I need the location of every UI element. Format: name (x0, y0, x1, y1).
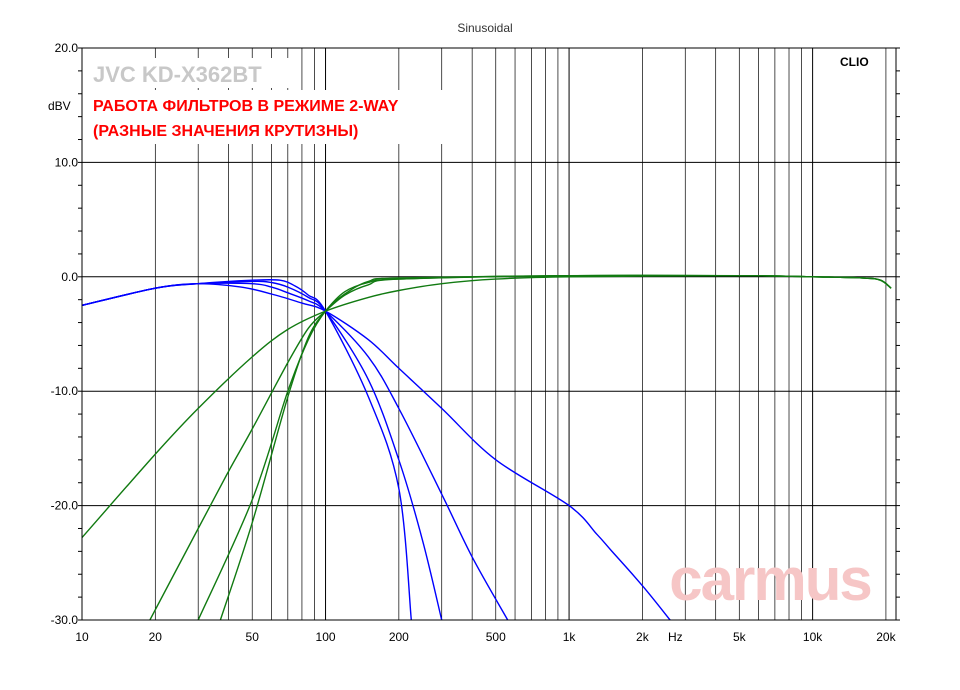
y-tick-label: -20.0 (51, 499, 79, 513)
watermark-text: carmus (669, 546, 870, 613)
overlay-subtitle-backdrop (85, 90, 470, 144)
x-tick-label: 100 (316, 630, 336, 644)
x-tick-label: 10 (75, 630, 89, 644)
x-tick-label: 20 (149, 630, 163, 644)
y-tick-label: 0.0 (61, 270, 78, 284)
brand-label: CLIO (840, 55, 869, 69)
axis-labels: 20.0 10.0 0.0 -10.0 -20.0 -30.0 10 20 50 100 200 50… (51, 41, 897, 644)
lowpass-curve (82, 282, 671, 620)
x-tick-label: 1k (563, 630, 577, 644)
x-tick-label: 2k (636, 630, 650, 644)
highpass-curve (82, 274, 892, 539)
overlay-text: carmus (669, 546, 872, 613)
overlay-subtitle-line2: (РАЗНЫЕ ЗНАЧЕНИЯ КРУТИЗНЫ) (93, 123, 358, 140)
overlay-title: JVC KD-X362BT (93, 62, 262, 87)
x-tick-label: 500 (486, 630, 506, 644)
y-tick-label: -10.0 (51, 384, 79, 398)
x-axis-label: Hz (668, 630, 683, 644)
y-tick-label: 10.0 (55, 155, 79, 169)
y-axis-label: dBV (48, 99, 71, 113)
y-tick-label: 20.0 (55, 41, 79, 55)
chart-title: Sinusoidal (457, 21, 512, 35)
overlay-title-backdrop (85, 58, 300, 88)
series-group (82, 274, 892, 620)
y-tick-label: -30.0 (51, 613, 79, 627)
x-tick-label: 200 (389, 630, 409, 644)
x-tick-label: 10k (803, 630, 823, 644)
x-tick-label: 20k (876, 630, 896, 644)
overlay-subtitle-line1: РАБОТА ФИЛЬТРОВ В РЕЖИМЕ 2-WAY (93, 98, 399, 115)
plot-frame (81, 47, 897, 621)
x-tick-label: 50 (246, 630, 260, 644)
x-tick-label: 5k (733, 630, 747, 644)
